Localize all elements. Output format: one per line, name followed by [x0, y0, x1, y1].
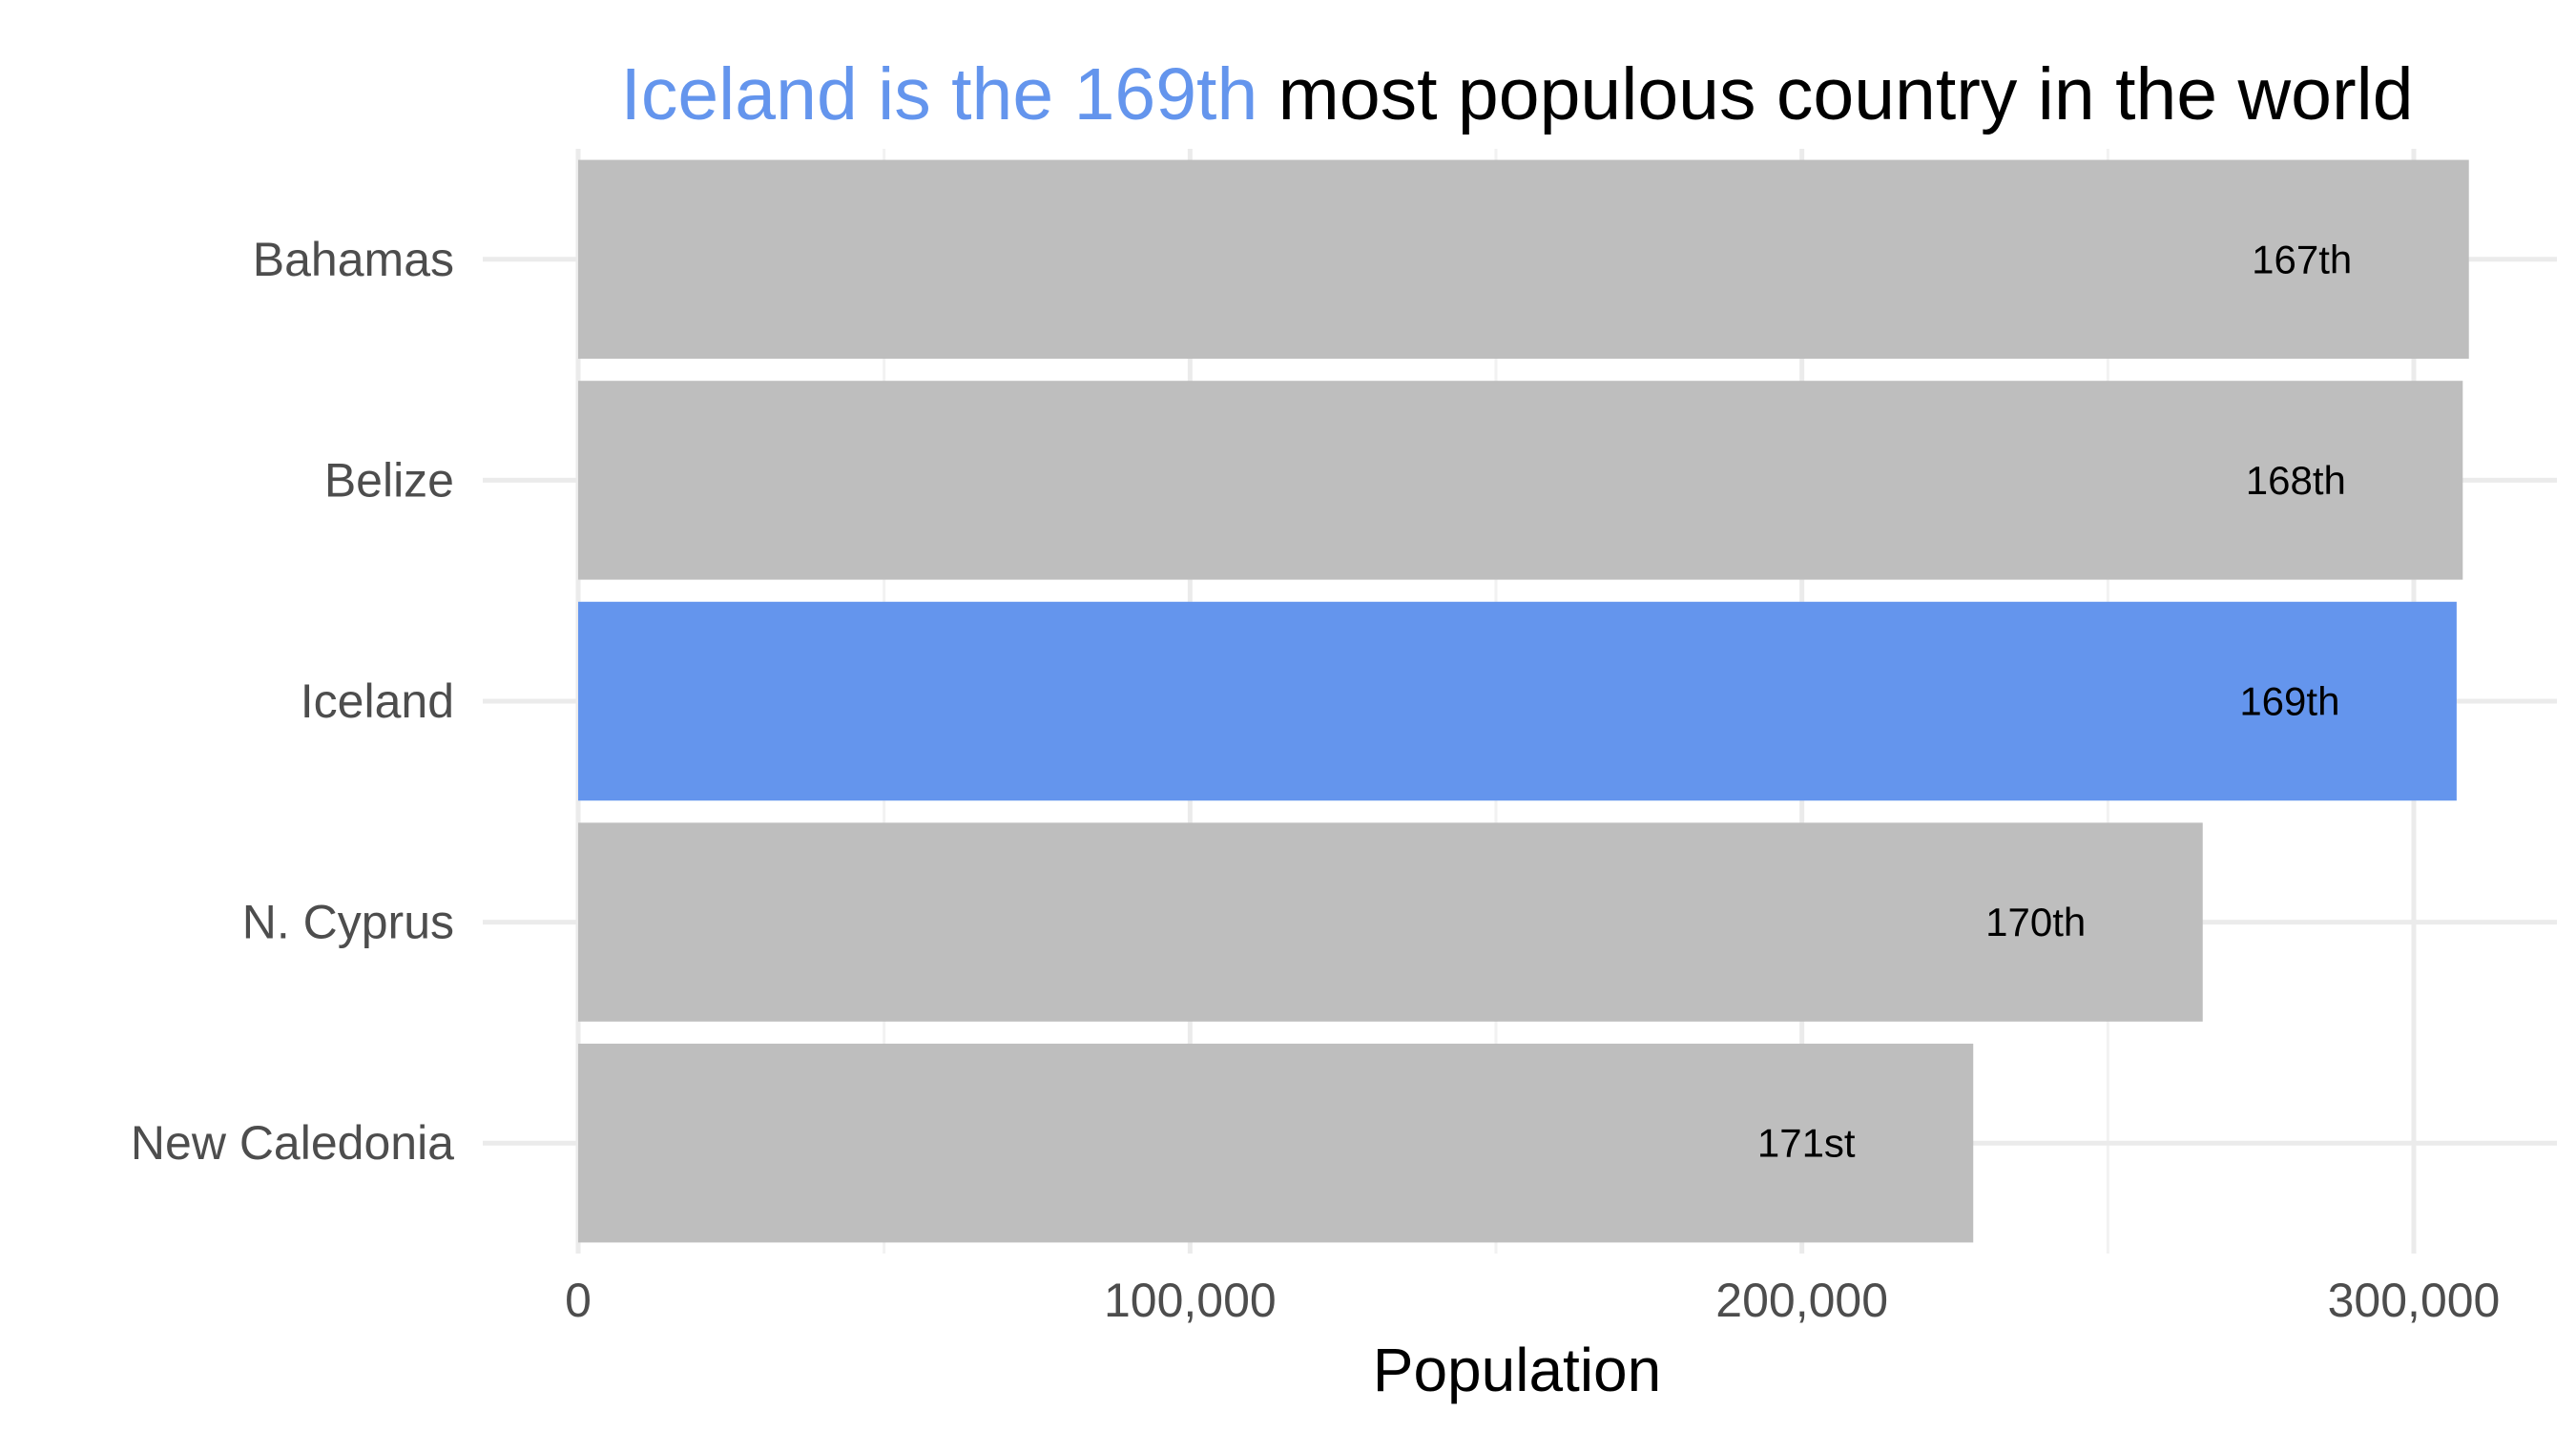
bar [578, 381, 2463, 580]
x-axis-tick-label: 300,000 [2328, 1274, 2501, 1327]
bar-rank-labels: 167th 168th 169th 170th 171st [1757, 237, 2352, 1165]
y-axis-tick-label: N. Cyprus [242, 896, 454, 949]
title-rest: most populous country in the world [1257, 53, 2413, 135]
y-axis-tick-label: Bahamas [253, 233, 454, 286]
x-axis-title: Population [1373, 1336, 1661, 1404]
y-axis-tick-label: Iceland [301, 674, 454, 728]
y-axis-tick-labels: Bahamas Belize Iceland N. Cyprus New Caledon… [131, 233, 454, 1170]
y-axis-tick-label: Belize [324, 453, 454, 507]
x-axis-tick-label: 0 [565, 1274, 592, 1327]
bar [578, 822, 2203, 1022]
bar-rank-label: 169th [2239, 679, 2339, 724]
chart-title: Iceland is the 169th most populous count… [620, 53, 2413, 135]
bar [578, 1043, 1974, 1243]
x-axis-tick-label: 200,000 [1715, 1274, 1888, 1327]
bar-rank-label: 168th [2246, 458, 2346, 503]
x-axis-tick-label: 100,000 [1104, 1274, 1277, 1327]
bar [578, 159, 2469, 360]
bars [578, 159, 2469, 1243]
bar-rank-label: 170th [1985, 900, 2086, 944]
y-axis-tick-label: New Caledonia [131, 1116, 454, 1170]
title-highlight: Iceland is the 169th [620, 53, 1257, 135]
bar-rank-label: 167th [2252, 237, 2352, 281]
bar [578, 601, 2457, 801]
bar-rank-label: 171st [1757, 1121, 1856, 1166]
x-axis-tick-labels: 0 100,000 200,000 300,000 [565, 1274, 2500, 1327]
